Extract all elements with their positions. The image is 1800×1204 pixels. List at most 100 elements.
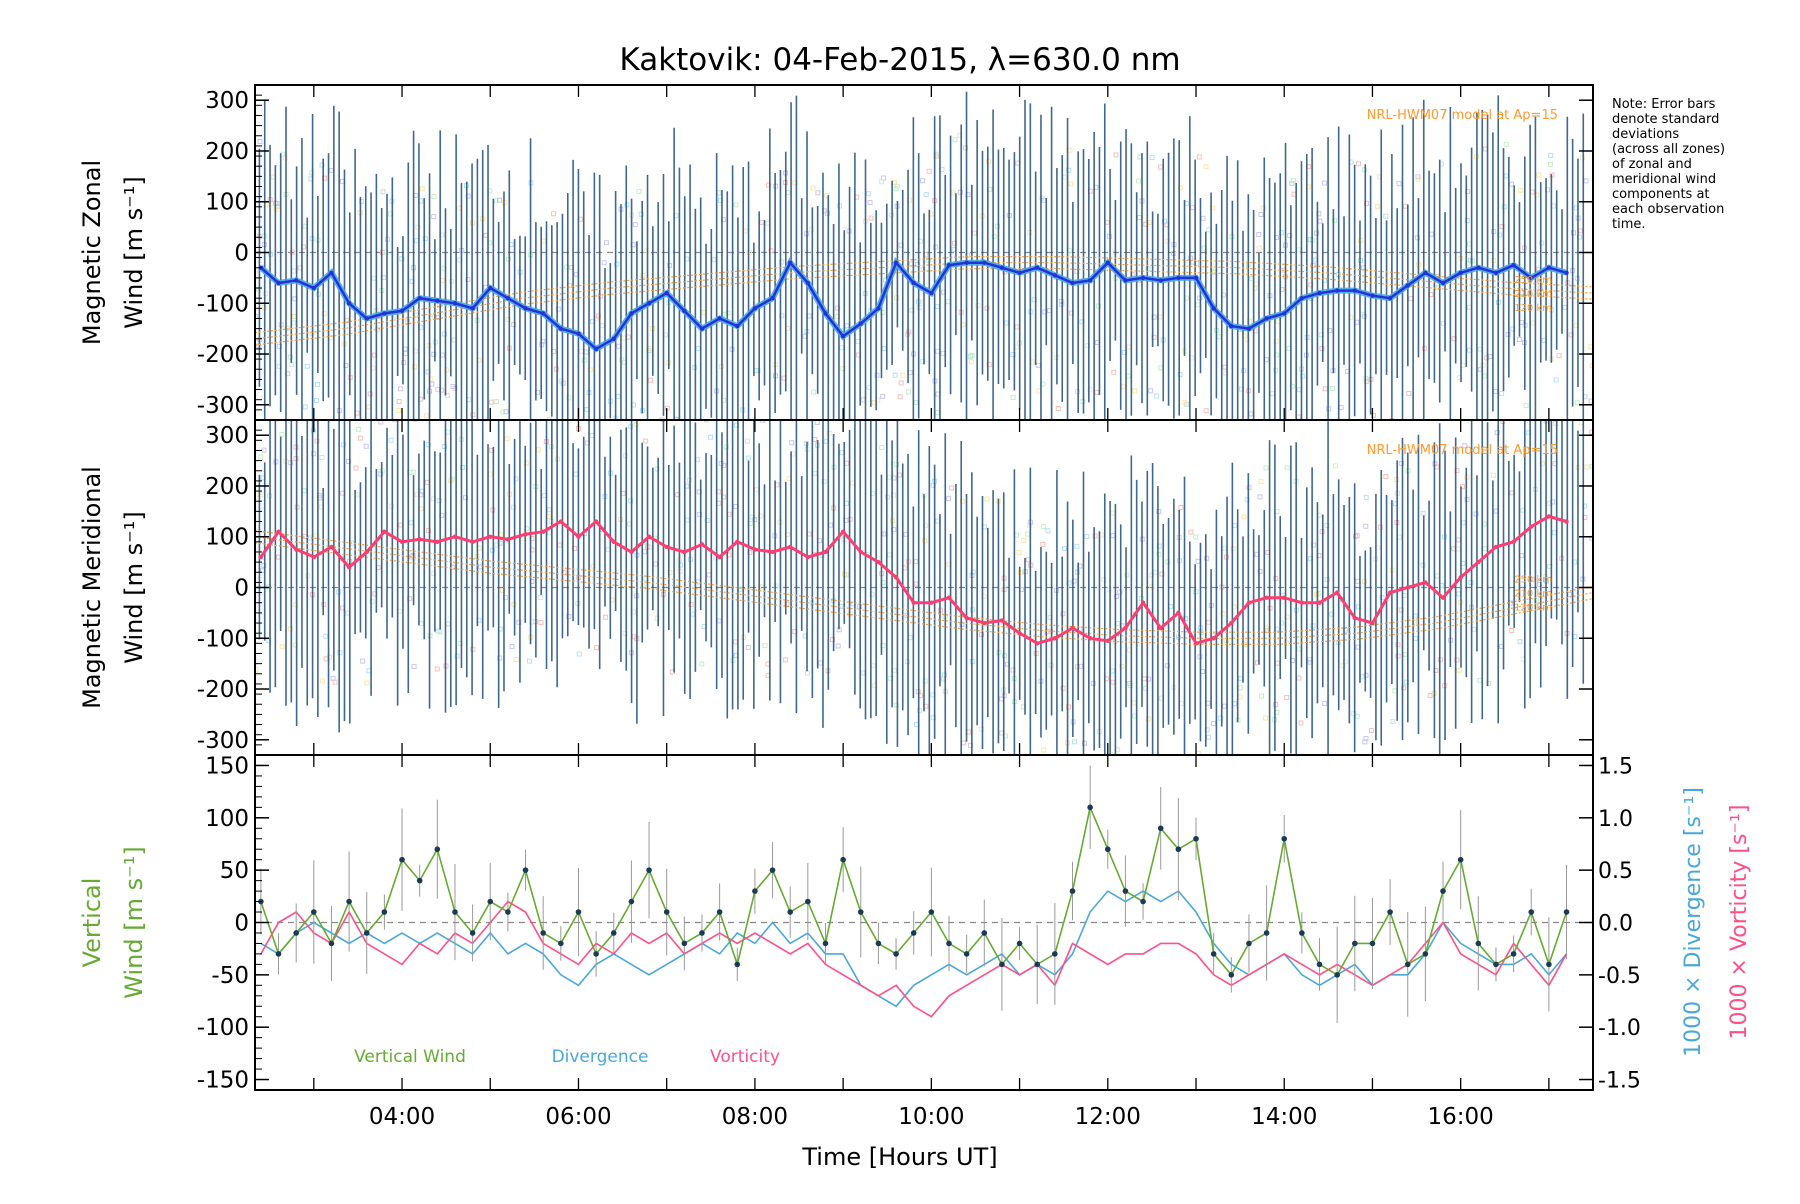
zone-marker: [1361, 578, 1367, 584]
zone-marker: [290, 420, 296, 421]
zone-marker: [1232, 522, 1238, 528]
zone-marker: [332, 679, 338, 685]
divergence-line: [260, 890, 1568, 1008]
zone-marker: [1246, 318, 1252, 324]
wind-point: [1493, 544, 1499, 550]
zone-marker: [814, 420, 820, 425]
model-height-label: 250 km: [1514, 275, 1552, 286]
vertical-wind-point: [1334, 972, 1340, 978]
wind-point: [788, 544, 793, 550]
model-height-label: 120 km: [1514, 603, 1552, 614]
vertical-wind-point: [1246, 940, 1252, 947]
vertical-wind-point: [716, 909, 723, 915]
zone-marker: [870, 663, 876, 669]
zone-marker: [968, 359, 974, 365]
vertical-wind-point: [575, 909, 582, 915]
zone-marker: [1363, 735, 1369, 741]
zone-marker: [1241, 514, 1247, 520]
zone-marker: [1248, 276, 1254, 282]
vertical-wind-point: [1069, 888, 1076, 894]
wind-point: [435, 539, 440, 545]
wind-point: [840, 334, 846, 339]
zone-marker: [450, 383, 456, 389]
wind-point: [982, 620, 987, 626]
zone-marker: [919, 178, 925, 184]
wind-point: [1299, 600, 1305, 605]
zone-marker: [1434, 573, 1440, 579]
wind-point: [805, 280, 811, 286]
wind-point: [1440, 280, 1446, 286]
zone-marker: [1574, 399, 1580, 405]
zone-marker: [302, 404, 308, 410]
zone-marker: [1370, 412, 1376, 418]
zone-marker: [727, 278, 733, 284]
note-line: deviations: [1612, 127, 1679, 142]
zone-marker: [1539, 240, 1545, 246]
zone-marker: [1274, 626, 1280, 632]
zone-marker: [599, 323, 605, 329]
zone-marker: [925, 257, 931, 263]
wind-point: [999, 265, 1005, 270]
wind-point: [1405, 585, 1410, 590]
zone-marker: [573, 271, 579, 277]
zone-marker: [818, 660, 824, 666]
vertical-wind-point: [946, 940, 952, 947]
zone-marker: [1278, 230, 1284, 236]
zone-marker: [1263, 443, 1267, 447]
zone-marker: [1081, 740, 1087, 746]
zone-marker: [636, 188, 642, 194]
wind-point: [1264, 595, 1269, 600]
wind-point: [452, 301, 458, 306]
wind-point: [1529, 275, 1534, 281]
zone-marker: [699, 661, 705, 667]
zone-marker: [881, 346, 887, 352]
zone-marker: [1119, 663, 1125, 669]
zone-marker: [424, 413, 430, 419]
zone-marker: [746, 249, 752, 255]
vertical-wind-point: [963, 951, 970, 957]
wind-point: [1546, 265, 1552, 270]
y-tick-label: -50: [211, 963, 249, 989]
legend-item: Vorticity: [710, 1047, 780, 1067]
zone-marker: [1570, 230, 1576, 236]
zone-marker: [293, 642, 299, 648]
zone-marker: [1324, 523, 1330, 529]
zone-marker: [783, 657, 789, 663]
zone-marker: [949, 485, 955, 491]
zone-marker: [257, 138, 263, 144]
zone-marker: [695, 345, 701, 351]
zone-marker: [437, 629, 443, 635]
zone-marker: [492, 410, 496, 414]
zone-marker: [706, 572, 712, 578]
zone-marker: [1115, 747, 1121, 753]
zone-marker: [1536, 172, 1542, 178]
zone-marker: [708, 426, 712, 430]
zone-marker: [601, 260, 607, 266]
wind-point: [593, 346, 599, 352]
zone-marker: [1477, 677, 1483, 683]
wind-point: [929, 290, 934, 296]
zone-marker: [828, 522, 834, 528]
zone-marker: [1294, 422, 1298, 426]
zone-marker: [917, 708, 923, 714]
zone-marker: [1062, 756, 1066, 760]
zone-marker: [1402, 203, 1408, 209]
wind-point: [1334, 288, 1340, 293]
zonal-wind-panel: NRL-HWM07 model at Ap=15 250 km 210 km 120 …: [78, 84, 1594, 447]
zone-marker: [470, 646, 476, 652]
y-tick-label: 0: [234, 911, 249, 937]
vertical-wind-point: [1316, 961, 1323, 968]
vertical-wind-point: [1352, 940, 1358, 947]
y-tick-label: 300: [205, 88, 249, 114]
zone-marker: [413, 238, 419, 244]
zone-marker: [654, 615, 660, 621]
zone-marker: [1396, 534, 1402, 540]
wind-point: [1370, 620, 1375, 626]
zone-marker: [273, 206, 279, 212]
zone-marker: [423, 426, 427, 430]
zone-marker: [1401, 685, 1407, 691]
zone-marker: [811, 389, 817, 395]
zone-marker: [1204, 555, 1210, 561]
zone-marker: [1455, 537, 1461, 543]
